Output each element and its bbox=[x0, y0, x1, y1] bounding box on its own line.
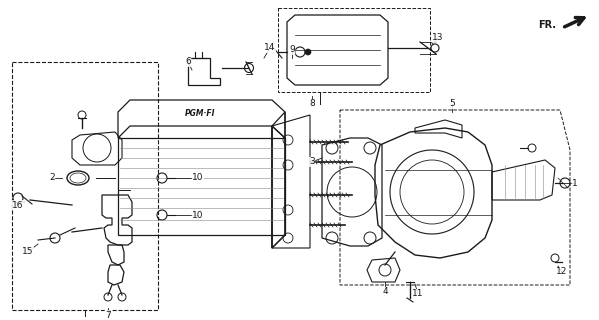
Text: 14: 14 bbox=[264, 44, 276, 52]
Text: 12: 12 bbox=[556, 268, 568, 276]
Text: 11: 11 bbox=[412, 290, 423, 299]
Text: 4: 4 bbox=[382, 287, 388, 297]
Text: 10: 10 bbox=[192, 173, 204, 182]
Text: PGM·FI: PGM·FI bbox=[184, 108, 215, 117]
Text: 13: 13 bbox=[432, 34, 444, 43]
Text: 7: 7 bbox=[105, 310, 111, 319]
Text: 5: 5 bbox=[449, 100, 455, 108]
Text: 15: 15 bbox=[22, 247, 34, 257]
Text: 6: 6 bbox=[185, 58, 191, 67]
Text: 3: 3 bbox=[309, 157, 315, 166]
Text: 9: 9 bbox=[289, 45, 295, 54]
Text: 2: 2 bbox=[49, 173, 55, 182]
Text: 8: 8 bbox=[309, 100, 315, 108]
Text: 16: 16 bbox=[12, 201, 24, 210]
Text: FR.: FR. bbox=[538, 20, 556, 30]
Text: 1: 1 bbox=[572, 179, 578, 188]
Circle shape bbox=[305, 49, 311, 55]
Text: 10: 10 bbox=[192, 211, 204, 220]
